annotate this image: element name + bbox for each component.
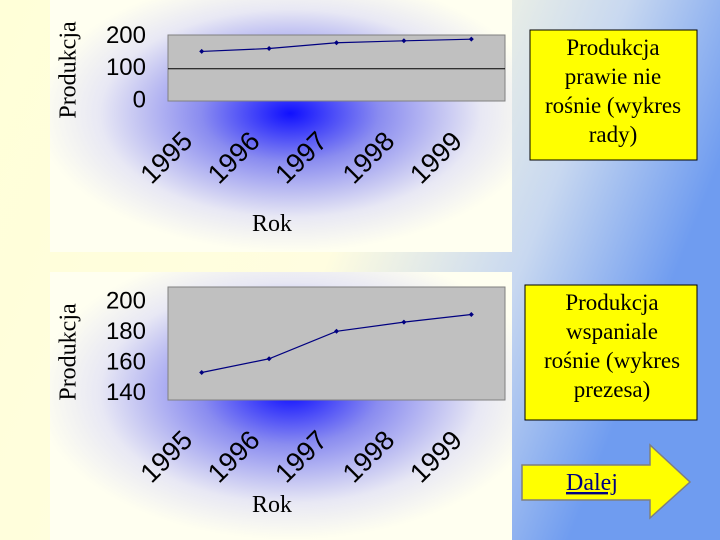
y-tick-label: 200 bbox=[106, 22, 146, 49]
y-tick-label: 140 bbox=[106, 379, 146, 406]
callout-box bbox=[529, 29, 698, 161]
data-point bbox=[199, 48, 205, 54]
data-point bbox=[468, 36, 474, 42]
data-point bbox=[401, 38, 407, 44]
y-tick-label: 180 bbox=[106, 318, 146, 345]
y-axis-title: Produkcja bbox=[56, 303, 82, 401]
y-axis-title: Produkcja bbox=[56, 21, 82, 119]
callout-box bbox=[524, 284, 698, 421]
y-tick-label: 160 bbox=[106, 349, 146, 376]
data-point bbox=[266, 46, 272, 52]
x-axis-title: Rok bbox=[252, 492, 292, 518]
next-link[interactable]: Dalej bbox=[566, 470, 618, 496]
data-point bbox=[266, 356, 272, 362]
annotation: Produkcja prawie nie rośnie (wykres rady) bbox=[545, 35, 681, 147]
next-arrow[interactable] bbox=[521, 443, 692, 520]
data-point bbox=[334, 40, 339, 46]
plot-area bbox=[167, 34, 506, 102]
y-tick-label: 0 bbox=[133, 86, 146, 113]
x-axis-title: Rok bbox=[252, 211, 292, 237]
y-tick-label: 100 bbox=[106, 54, 146, 81]
annotation: Produkcja wspaniale rośnie (wykres prezesa) bbox=[544, 290, 680, 402]
y-tick-label: 200 bbox=[106, 288, 146, 315]
data-point bbox=[401, 319, 407, 325]
plot-area bbox=[167, 286, 506, 401]
data-point bbox=[468, 311, 474, 317]
data-point bbox=[334, 328, 339, 334]
data-point bbox=[199, 370, 205, 376]
